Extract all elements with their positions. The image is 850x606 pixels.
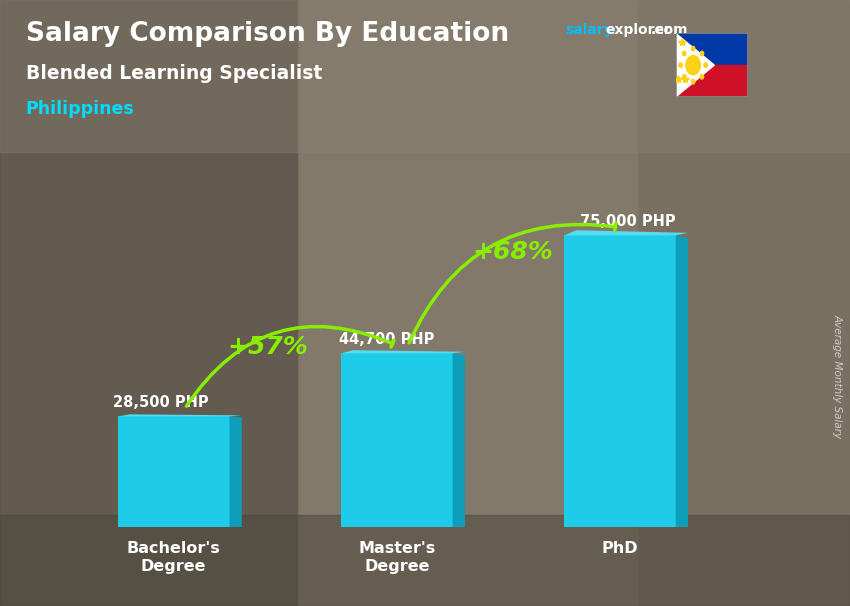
Bar [564,236,676,527]
Text: explorer: explorer [605,23,671,37]
Text: Philippines: Philippines [26,100,134,118]
Text: Average Monthly Salary: Average Monthly Salary [832,314,842,438]
Circle shape [683,52,686,56]
Circle shape [700,52,704,56]
Polygon shape [341,350,465,353]
Text: 44,700 PHP: 44,700 PHP [339,332,434,347]
Polygon shape [676,33,714,97]
Text: 28,500 PHP: 28,500 PHP [113,395,209,410]
Bar [0,0,298,606]
Circle shape [686,56,700,75]
Circle shape [704,63,707,67]
Bar [0,0,850,152]
Polygon shape [564,230,688,236]
Bar [676,33,748,65]
Circle shape [691,79,694,84]
Text: salary: salary [565,23,613,37]
Circle shape [700,75,704,79]
Polygon shape [452,353,465,527]
Bar [341,353,452,527]
Circle shape [683,75,686,79]
Circle shape [691,47,694,51]
Text: Blended Learning Specialist: Blended Learning Specialist [26,64,322,82]
Text: .com: .com [650,23,688,37]
Polygon shape [230,416,241,527]
Polygon shape [118,415,241,416]
Text: +68%: +68% [473,241,553,264]
Text: 75,000 PHP: 75,000 PHP [580,214,676,229]
Polygon shape [676,236,688,527]
Text: Salary Comparison By Education: Salary Comparison By Education [26,21,508,47]
Circle shape [679,63,683,67]
Bar [638,0,850,606]
Bar [118,416,230,527]
Bar [0,515,850,606]
Text: +57%: +57% [227,335,308,359]
Bar [676,65,748,97]
Bar [298,0,638,606]
